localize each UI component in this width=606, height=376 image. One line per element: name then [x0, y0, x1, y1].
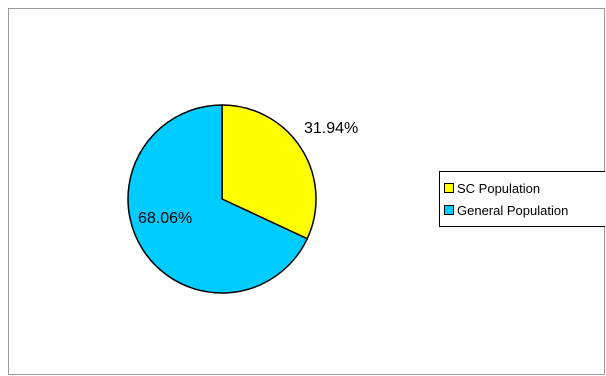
- data-label-general-population: 68.06%: [138, 210, 193, 227]
- pie-slice-general-population: [127, 104, 309, 294]
- legend-item-general-population: General Population: [444, 199, 605, 221]
- legend: SC Population General Population: [439, 171, 605, 227]
- legend-label-sc-population: SC Population: [457, 180, 541, 196]
- legend-swatch-sc-population: [444, 183, 454, 193]
- legend-swatch-general-population: [444, 205, 454, 215]
- legend-label-general-population: General Population: [457, 202, 569, 218]
- legend-item-sc-population: SC Population: [444, 177, 605, 199]
- pie-slice-sc-population: [221, 104, 317, 240]
- data-label-sc-population: 31.94%: [304, 120, 359, 137]
